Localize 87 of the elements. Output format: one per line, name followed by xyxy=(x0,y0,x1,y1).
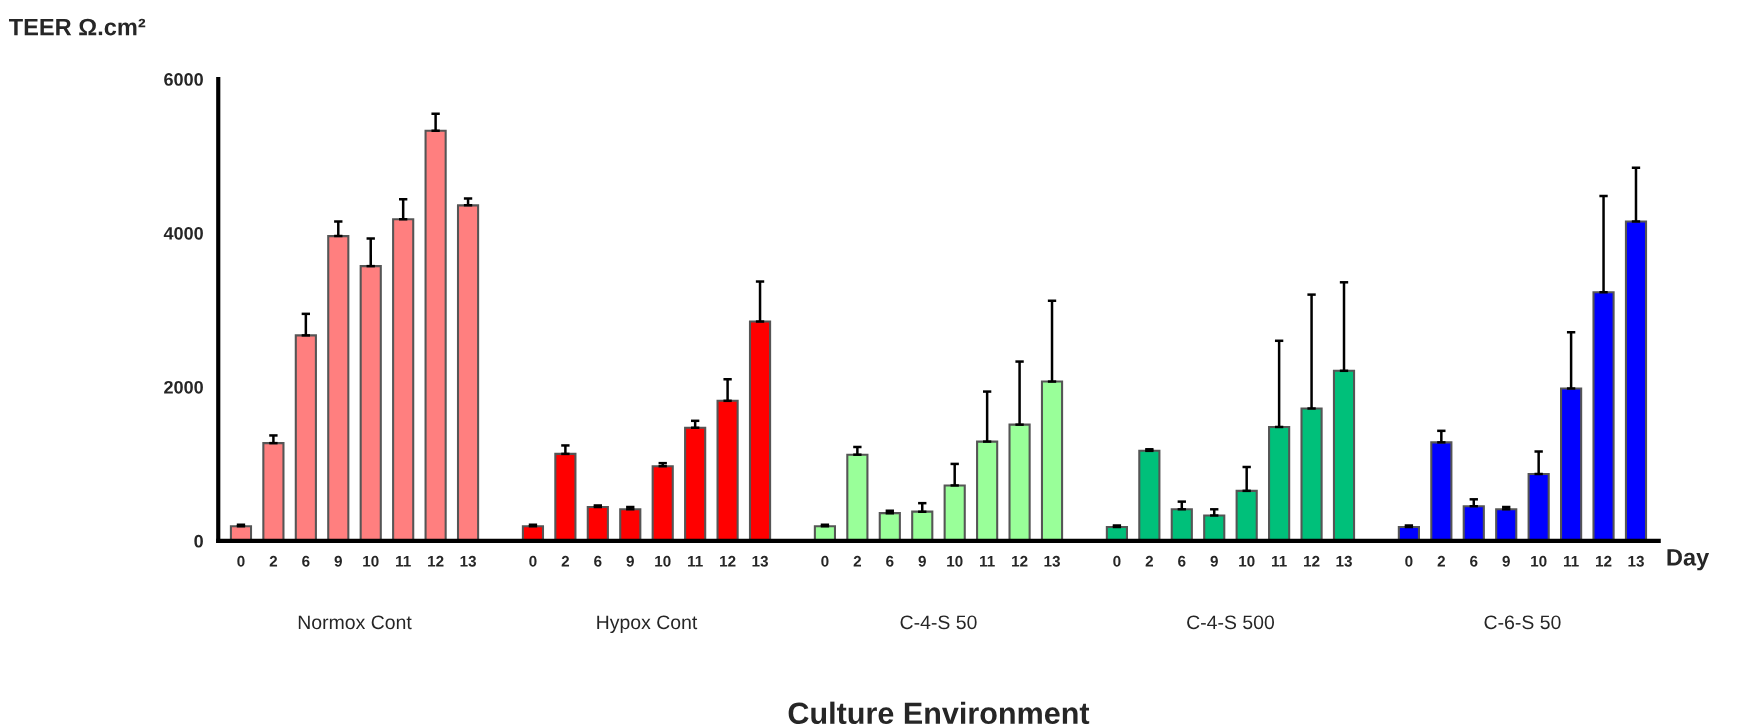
x-tick-label: 10 xyxy=(655,555,671,567)
bar xyxy=(1300,407,1323,541)
x-tick-label: 6 xyxy=(594,555,602,567)
bar xyxy=(1495,508,1518,541)
x-tick-label: 9 xyxy=(1502,555,1510,567)
bar xyxy=(327,235,350,541)
bar xyxy=(1560,387,1583,541)
x-tick-label: 12 xyxy=(720,555,736,567)
x-tick-label: 10 xyxy=(1239,555,1255,567)
x-tick-label: 2 xyxy=(853,555,862,567)
bar xyxy=(359,265,382,541)
text: C-6-S 50 xyxy=(1484,615,1561,630)
y-axis-title: TEER Ω.cm² xyxy=(9,18,146,36)
bar xyxy=(554,452,577,541)
bar xyxy=(1138,449,1161,541)
bar xyxy=(748,320,772,541)
x-tick-label: 0 xyxy=(821,555,829,567)
text: Hypox Cont xyxy=(597,615,698,634)
x-tick-label: 11 xyxy=(396,556,411,567)
text: Normox Cont xyxy=(298,615,412,630)
y-tick-label: 0 xyxy=(194,534,203,548)
bar xyxy=(1592,291,1615,541)
bar xyxy=(619,508,642,541)
x-tick-label: 2 xyxy=(1437,555,1445,567)
bar xyxy=(846,453,869,541)
bar xyxy=(1203,514,1226,541)
x-tick-label: 2 xyxy=(561,555,570,567)
x-tick-label: 12 xyxy=(1596,555,1612,567)
bar xyxy=(294,334,317,541)
text: C-4-S 500 xyxy=(1187,615,1275,630)
x-tick-label: 13 xyxy=(1336,555,1352,567)
x-tick-label: 2 xyxy=(269,555,278,567)
y-tick-label: 4000 xyxy=(163,226,203,240)
bar xyxy=(586,505,609,541)
bar xyxy=(651,465,674,541)
bar xyxy=(878,512,901,541)
x-tick-label: 11 xyxy=(980,556,995,567)
x-tick-label: 6 xyxy=(1178,555,1186,567)
x-axis-title: Culture Environment xyxy=(788,701,1090,725)
text: C-4-S 50 xyxy=(900,615,977,630)
x-tick-label: 9 xyxy=(626,555,634,567)
bar xyxy=(1235,489,1258,541)
bar xyxy=(456,204,480,541)
x-tick-label: 6 xyxy=(886,555,894,567)
bar xyxy=(716,399,739,541)
x-tick-label: 11 xyxy=(1563,556,1579,567)
x-tick-label: 9 xyxy=(1210,555,1218,567)
x-tick-label: 10 xyxy=(947,555,963,567)
text: Day xyxy=(1667,549,1710,571)
x-tick-label: 0 xyxy=(529,555,537,567)
y-tick-label: 2000 xyxy=(164,380,203,394)
bar xyxy=(1040,380,1064,541)
x-tick-label: 9 xyxy=(918,555,926,567)
x-tick-label: 11 xyxy=(688,556,703,567)
x-tick-label: 2 xyxy=(1145,555,1153,567)
x-tick-label: 13 xyxy=(460,555,476,567)
x-tick-label: 0 xyxy=(237,555,245,567)
bar xyxy=(262,442,285,541)
x-tick-label: 12 xyxy=(1012,555,1028,567)
bar xyxy=(1268,425,1291,541)
y-tick-label: 6000 xyxy=(164,73,203,86)
x-tick-label: 13 xyxy=(1628,555,1644,567)
bar xyxy=(1008,423,1031,541)
x-tick-label: 10 xyxy=(363,555,379,567)
x-tick-label: 12 xyxy=(428,555,444,567)
bar xyxy=(943,484,966,541)
bar xyxy=(392,218,415,541)
x-tick-label: 11 xyxy=(1272,556,1287,567)
x-tick-label: 0 xyxy=(1405,555,1413,567)
x-tick-label: 0 xyxy=(1113,555,1121,567)
x-tick-label: 13 xyxy=(1044,555,1060,567)
bar xyxy=(1462,505,1485,541)
x-tick-label: 13 xyxy=(752,555,768,567)
bar xyxy=(1332,369,1356,541)
bar xyxy=(976,440,999,541)
x-tick-label: 6 xyxy=(302,555,310,567)
bar xyxy=(424,129,447,541)
bar xyxy=(1430,441,1453,541)
bar xyxy=(1624,220,1648,541)
x-tick-label: 12 xyxy=(1304,555,1320,567)
bar xyxy=(684,426,707,541)
bar xyxy=(1527,472,1550,541)
bar xyxy=(911,510,934,541)
x-tick-label: 9 xyxy=(334,555,342,567)
x-tick-label: 6 xyxy=(1470,555,1478,567)
bar xyxy=(1170,508,1193,541)
x-tick-label: 10 xyxy=(1531,555,1547,567)
